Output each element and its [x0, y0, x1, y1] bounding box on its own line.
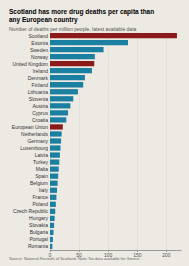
svg-text:United Kingdom: United Kingdom: [12, 61, 48, 67]
svg-text:Cyprus: Cyprus: [32, 110, 48, 116]
svg-text:any European country: any European country: [9, 16, 78, 24]
svg-text:Luxembourg: Luxembourg: [20, 145, 48, 151]
svg-text:100: 100: [104, 251, 113, 258]
svg-text:Latvia: Latvia: [35, 152, 49, 158]
svg-text:0: 0: [48, 251, 52, 258]
svg-text:Germany: Germany: [27, 138, 48, 144]
svg-text:Turkey: Turkey: [33, 159, 49, 165]
svg-text:European Union: European Union: [12, 124, 48, 130]
svg-text:Poland: Poland: [32, 201, 48, 207]
svg-text:France: France: [32, 194, 48, 200]
svg-text:Romania: Romania: [28, 243, 48, 249]
svg-text:Bulgaria: Bulgaria: [30, 229, 49, 235]
svg-text:Scotland: Scotland: [29, 33, 49, 39]
svg-text:Sweden: Sweden: [30, 47, 48, 53]
svg-text:Austria: Austria: [32, 103, 48, 109]
svg-text:150: 150: [133, 251, 142, 258]
svg-text:Lithuania: Lithuania: [28, 89, 49, 95]
svg-text:Portugal: Portugal: [29, 236, 48, 242]
svg-text:Norway: Norway: [31, 54, 48, 60]
svg-text:Number of deaths per million p: Number of deaths per million people, lat…: [9, 26, 137, 32]
svg-text:Malta: Malta: [36, 166, 48, 172]
svg-text:Italy: Italy: [39, 187, 49, 193]
svg-text:Slovenia: Slovenia: [29, 96, 48, 102]
svg-text:50: 50: [76, 251, 82, 258]
svg-text:Denmark: Denmark: [28, 75, 49, 81]
svg-text:Belgium: Belgium: [30, 180, 48, 186]
svg-text:Source: National Records of Sc: Source: National Records of Scotland. No…: [9, 256, 140, 261]
svg-text:Finland: Finland: [32, 82, 49, 88]
svg-text:Hungary: Hungary: [29, 215, 48, 221]
svg-text:Scotland has more drug deaths: Scotland has more drug deaths per capita…: [9, 8, 154, 16]
svg-text:Estonia: Estonia: [31, 40, 48, 46]
svg-text:200: 200: [162, 252, 171, 258]
svg-text:Slovakia: Slovakia: [29, 222, 48, 228]
svg-text:Ireland: Ireland: [33, 68, 49, 74]
svg-text:Croatia: Croatia: [32, 117, 48, 123]
svg-text:Spain: Spain: [35, 173, 48, 179]
svg-text:Netherlands: Netherlands: [21, 131, 48, 137]
svg-text:Czech Republic: Czech Republic: [13, 208, 49, 214]
